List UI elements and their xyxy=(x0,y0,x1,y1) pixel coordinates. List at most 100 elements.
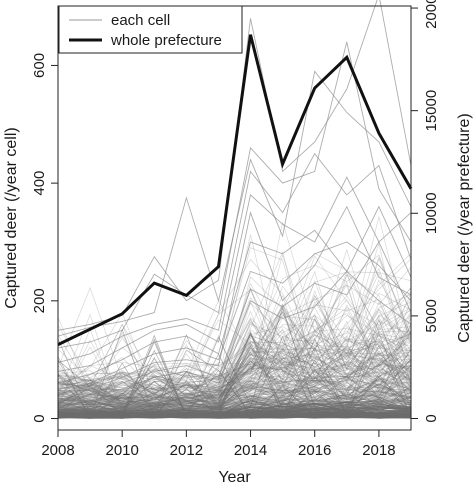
cell-line xyxy=(57,390,412,414)
cell-line xyxy=(57,299,412,403)
cell-line xyxy=(57,241,412,390)
cell-line xyxy=(57,315,412,406)
x-tick-label: 2012 xyxy=(170,442,203,459)
cell-line xyxy=(57,282,412,405)
cell-line xyxy=(57,363,412,404)
cell-line xyxy=(57,340,412,405)
cell-line xyxy=(57,335,412,398)
cell-line xyxy=(57,270,412,405)
cell-line xyxy=(57,364,412,411)
cell-line xyxy=(57,176,412,372)
cell-line xyxy=(57,362,412,415)
cell-line xyxy=(57,339,412,405)
cell-line xyxy=(57,241,412,402)
cell-line xyxy=(57,386,412,413)
x-tick-label: 2008 xyxy=(41,442,74,459)
cell-line xyxy=(57,377,412,413)
cell-line xyxy=(57,334,412,408)
cell-line xyxy=(57,274,412,394)
cell-line xyxy=(57,286,412,389)
cell-line xyxy=(57,389,412,414)
cell-line xyxy=(57,257,412,401)
right-y-tick-label: 15000 xyxy=(423,90,440,132)
whole-prefecture-line xyxy=(57,34,413,346)
cell-line xyxy=(57,301,412,403)
cell-line xyxy=(57,323,412,408)
cell-line xyxy=(57,300,412,407)
cell-line xyxy=(57,375,412,410)
cell-line xyxy=(57,256,412,401)
cell-line xyxy=(57,347,412,412)
cell-line xyxy=(57,295,412,396)
cell-line xyxy=(57,395,412,415)
legend-box xyxy=(58,5,243,54)
cell-line xyxy=(57,380,412,416)
cell-line xyxy=(57,380,412,413)
cell-line xyxy=(57,250,412,406)
cell-line xyxy=(57,335,412,408)
cell-line xyxy=(57,358,412,414)
cell-line xyxy=(57,382,412,413)
cell-line xyxy=(57,242,412,404)
cell-line xyxy=(57,379,412,410)
cell-line xyxy=(57,378,412,408)
cell-line xyxy=(57,380,412,415)
legend-label: whole prefecture xyxy=(110,32,222,49)
cell-line xyxy=(57,248,412,406)
cell-line xyxy=(57,302,412,404)
cell-line xyxy=(57,205,412,384)
cell-line xyxy=(57,284,412,407)
cell-line xyxy=(57,372,412,413)
cell-line xyxy=(57,317,412,403)
cell-line xyxy=(57,359,412,411)
legend-label: each cell xyxy=(111,12,170,29)
cell-line xyxy=(57,353,412,419)
cell-line xyxy=(57,351,412,410)
cell-line xyxy=(57,317,412,401)
cell-line xyxy=(57,318,412,413)
cell-line xyxy=(57,360,412,409)
whole-prefecture-series-group xyxy=(57,34,413,346)
cell-line xyxy=(57,352,412,411)
cell-line xyxy=(57,291,412,391)
cell-line xyxy=(57,294,412,404)
cell-line xyxy=(57,358,412,412)
cell-line xyxy=(57,271,412,390)
legend: each cell whole prefecture xyxy=(58,5,243,54)
cell-line xyxy=(57,361,412,411)
cell-line xyxy=(57,332,412,409)
cell-line xyxy=(57,253,412,398)
cell-line xyxy=(57,346,412,411)
cell-line xyxy=(57,252,412,401)
cell-line xyxy=(57,375,412,411)
cell-line xyxy=(57,363,412,410)
cell-line xyxy=(57,321,412,400)
cell-line xyxy=(57,411,412,417)
cell-line xyxy=(57,377,412,408)
cell-line xyxy=(57,391,412,413)
right-y-tick-label: 20000 xyxy=(423,0,440,29)
cell-line xyxy=(57,311,412,404)
cell-line xyxy=(57,267,412,404)
cell-line xyxy=(57,365,412,413)
cell-line xyxy=(57,350,412,410)
cell-line xyxy=(57,379,412,413)
cell-line xyxy=(57,298,412,405)
cell-line xyxy=(57,335,412,408)
cell-line xyxy=(57,287,412,400)
cell-line xyxy=(57,311,412,410)
cell-line xyxy=(57,328,412,408)
cell-line xyxy=(57,391,412,418)
cell-line xyxy=(57,369,412,415)
cell-line xyxy=(57,323,412,407)
left-y-tick-label: 400 xyxy=(31,171,48,196)
left-y-tick-label: 0 xyxy=(31,414,48,422)
cell-line xyxy=(57,247,412,402)
cell-line xyxy=(57,314,412,411)
cell-line xyxy=(57,289,412,390)
left-y-axis-title: Captured deer (/year cell) xyxy=(3,127,20,308)
cell-line xyxy=(57,411,412,418)
cell-line xyxy=(57,279,412,397)
cell-line xyxy=(57,315,412,409)
